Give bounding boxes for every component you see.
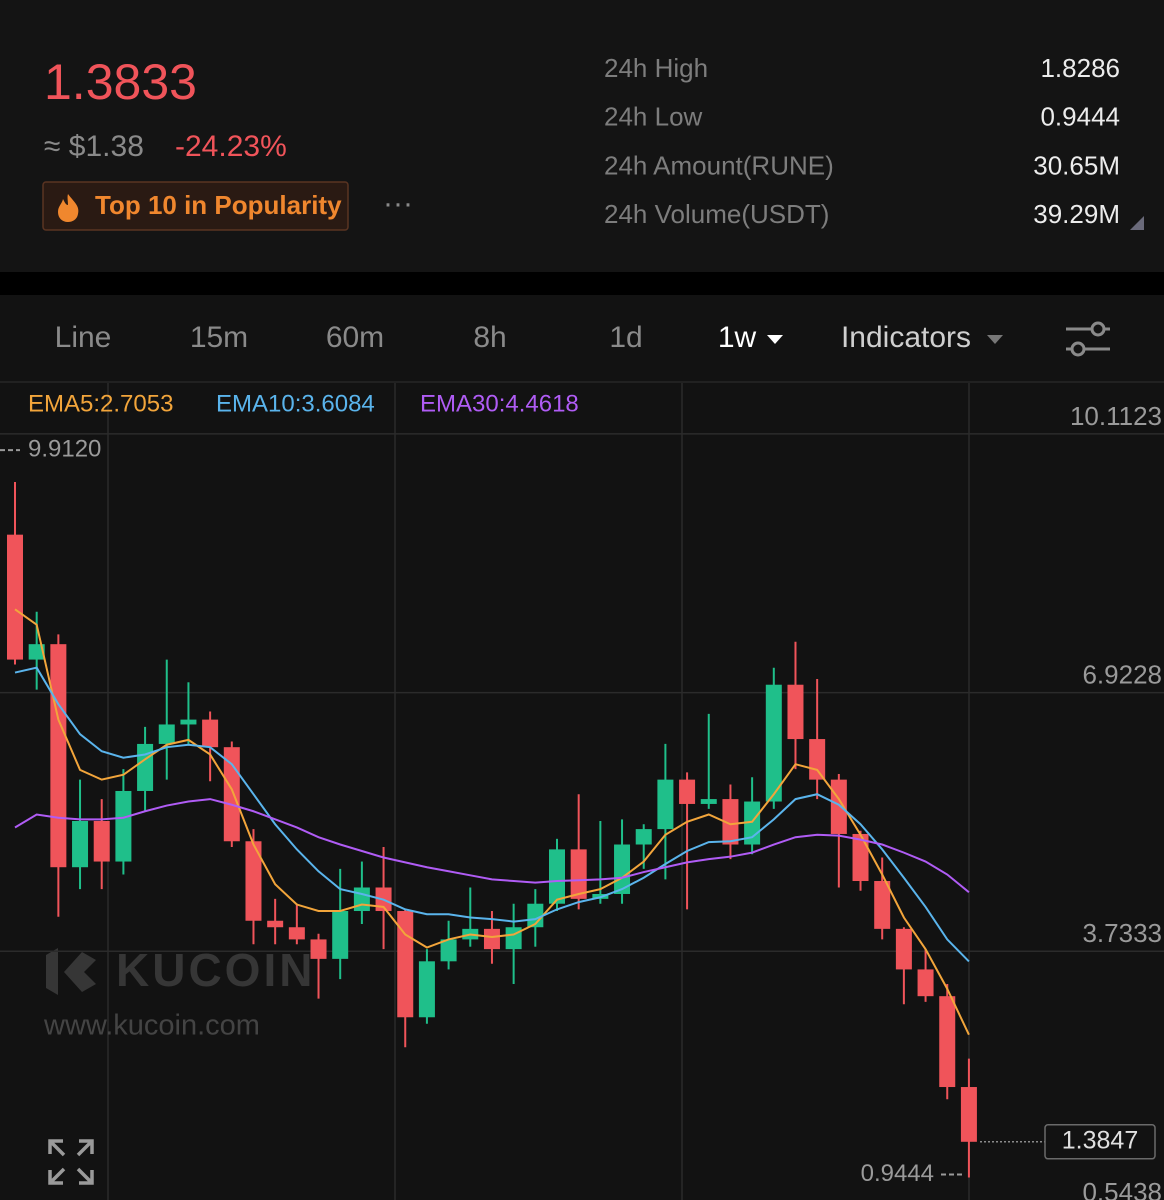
candle-body	[895, 928, 912, 970]
icon-knob	[1090, 321, 1106, 337]
watermark-url: www.kucoin.com	[43, 1010, 260, 1042]
candle-body	[7, 534, 23, 660]
candle-body	[137, 743, 154, 791]
y-tick-label: 3.7333	[1082, 918, 1162, 948]
y-tick-label: 10.1123	[1070, 401, 1162, 431]
candle-body	[245, 841, 262, 921]
min-marker-label: 0.9444	[861, 1160, 934, 1187]
flame-icon	[58, 194, 79, 222]
icon-knob	[1070, 341, 1086, 357]
candle-body	[310, 939, 327, 959]
stats: 24h High 1.8286 24h Low 0.9444 24h Amount(RU…	[604, 53, 1120, 229]
candle-body	[657, 779, 674, 830]
candle-body	[635, 829, 652, 845]
fiat-price: ≈ $1.38	[44, 130, 144, 163]
candle-body	[679, 779, 696, 804]
stat-value: 1.8286	[1040, 53, 1120, 83]
icon-arrow	[48, 1167, 66, 1185]
icon-arrow	[76, 1167, 94, 1185]
ema-line	[14, 666, 970, 963]
more-button[interactable]: ···	[383, 187, 413, 220]
dropdown-caret	[987, 335, 1003, 344]
candle-body	[722, 799, 739, 845]
stat-value: 39.29M	[1033, 199, 1120, 229]
price-change: -24.23%	[175, 130, 287, 163]
stat-label: 24h Amount(RUNE)	[604, 150, 834, 180]
candle-body	[700, 799, 717, 804]
max-marker-label: 9.9120	[28, 436, 101, 463]
candle-body	[115, 790, 132, 862]
dropdown-caret	[767, 335, 783, 344]
icon-arrow	[76, 1139, 94, 1157]
badge-frame	[42, 181, 349, 231]
tab[interactable]: 1d	[609, 321, 642, 354]
candle-body	[787, 684, 804, 740]
candle-body	[93, 820, 110, 862]
legend-entry: EMA5:2.7053	[28, 390, 173, 417]
stat-value: 30.65M	[1033, 150, 1120, 180]
badge-text: Top 10 in Popularity	[95, 190, 342, 220]
tab[interactable]: 1w	[718, 321, 757, 354]
candle-body	[614, 844, 631, 894]
candle-body	[809, 739, 826, 780]
candle-body	[440, 939, 457, 962]
stat-value: 0.9444	[1040, 102, 1120, 132]
legend: EMA5:2.7053 EMA10:3.6084 EMA30:4.4618	[28, 390, 579, 417]
candle-body	[332, 911, 349, 959]
tab[interactable]: 8h	[473, 321, 506, 354]
candle-body	[483, 928, 500, 950]
last-price: 1.3833	[44, 54, 197, 110]
plot	[0, 433, 1164, 1178]
candle-body	[917, 969, 934, 997]
separator	[0, 272, 1164, 295]
candle-body	[28, 644, 45, 660]
candle-body	[765, 684, 782, 802]
candle-body	[549, 849, 565, 904]
stat-label: 24h Volume(USDT)	[604, 199, 829, 229]
corner-icon	[1130, 216, 1144, 230]
last-price-label: 1.3847	[1062, 1126, 1138, 1154]
candle-body	[288, 927, 305, 940]
y-tick-label: 6.9228	[1082, 659, 1162, 689]
tab[interactable]: Indicators	[841, 321, 971, 354]
legend-entry: EMA10:3.6084	[216, 390, 375, 417]
candle-body	[505, 927, 522, 950]
tab[interactable]: 60m	[326, 321, 384, 354]
candle-body	[960, 1087, 977, 1142]
settings-icon[interactable]	[1066, 321, 1110, 357]
candle-body	[353, 887, 370, 912]
stat-label: 24h Low	[604, 102, 703, 132]
candle-body	[939, 996, 956, 1088]
watermark: KUCOIN www.kucoin.com	[43, 944, 315, 1042]
last-price-box	[1044, 1124, 1156, 1160]
candle-body	[874, 881, 891, 929]
candle-body	[223, 747, 240, 842]
fullscreen-icon[interactable]	[48, 1139, 94, 1185]
candle-body	[158, 724, 175, 744]
ema-line	[14, 608, 970, 1036]
candle-body	[202, 719, 219, 748]
candle-body	[570, 849, 587, 899]
candle-body	[50, 644, 67, 868]
icon-arrow	[48, 1139, 66, 1157]
tab[interactable]: Line	[55, 321, 112, 354]
legend-entry: EMA30:4.4618	[420, 390, 579, 417]
candle-body	[180, 719, 197, 725]
logo-mark	[46, 948, 96, 995]
y-tick-label: 0.5438	[1082, 1177, 1162, 1200]
candle-body	[418, 961, 435, 1018]
candle-body	[527, 903, 544, 928]
popularity-badge[interactable]: Top 10 in Popularity	[42, 181, 349, 231]
watermark-brand: KUCOIN	[116, 944, 315, 996]
chart-bg	[0, 295, 1164, 1200]
candle-body	[72, 820, 89, 868]
candle-body	[852, 833, 869, 882]
tab[interactable]: 15m	[190, 321, 248, 354]
ema-line	[14, 798, 970, 893]
stat-label: 24h High	[604, 53, 708, 83]
interval-tabs: Line 15m 60m 8h 1d 1w Indicators	[55, 321, 1003, 354]
candle-body	[267, 920, 284, 928]
